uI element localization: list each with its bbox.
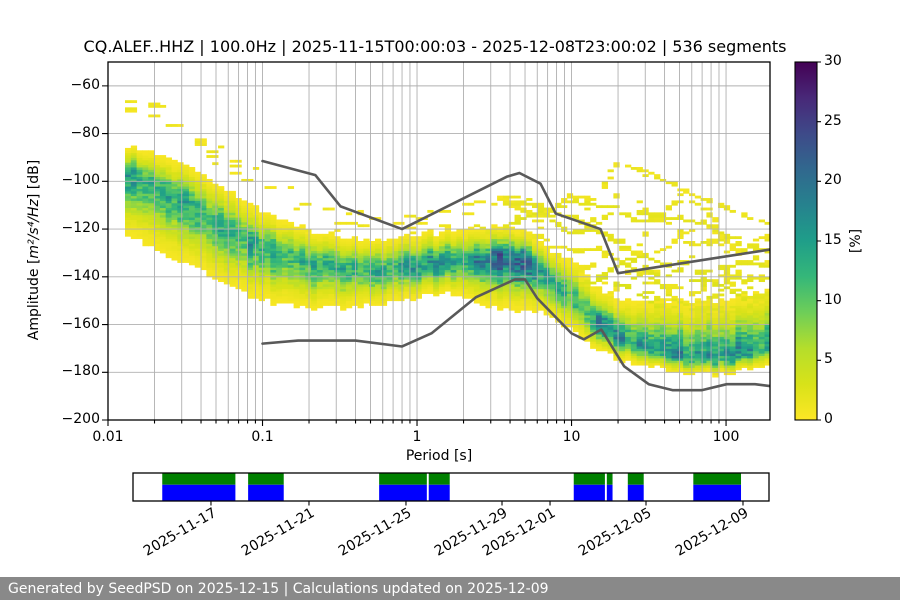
x-tick-label: 0.1 <box>251 429 274 445</box>
y-tick-label: −140 <box>61 267 100 284</box>
y-tick-label: −100 <box>61 172 100 189</box>
x-tick-label: 100 <box>712 429 740 445</box>
x-tick-label: 10 <box>562 429 581 445</box>
colorbar-tick-label: 25 <box>824 112 842 129</box>
y-tick-label: −60 <box>70 76 100 93</box>
x-tick-label: 0.01 <box>92 429 124 445</box>
y-tick-label: −80 <box>70 124 100 141</box>
plot-title: CQ.ALEF..HHZ | 100.0Hz | 2025-11-15T00:0… <box>83 37 787 56</box>
y-tick-label: −180 <box>61 363 100 380</box>
colorbar-tick-label: 5 <box>824 351 833 368</box>
colorbar-tick-label: 15 <box>824 232 842 248</box>
colorbar-tick-label: 20 <box>824 172 842 189</box>
colorbar-label: [%] <box>848 228 864 254</box>
y-tick-label: −160 <box>61 315 100 332</box>
x-axis-label: Period [s] <box>405 448 473 464</box>
footer-bar: Generated by SeedPSD on 2025-12-15 | Cal… <box>0 577 900 600</box>
colorbar-tick-label: 10 <box>824 291 842 308</box>
y-tick-label: −120 <box>61 220 100 237</box>
y-tick-label: −200 <box>61 411 100 427</box>
x-tick-label: 1 <box>412 429 422 445</box>
footer-text: Generated by SeedPSD on 2025-12-15 | Cal… <box>8 580 549 597</box>
colorbar-tick-label: 30 <box>824 53 842 69</box>
colorbar-tick-label: 0 <box>824 411 833 427</box>
